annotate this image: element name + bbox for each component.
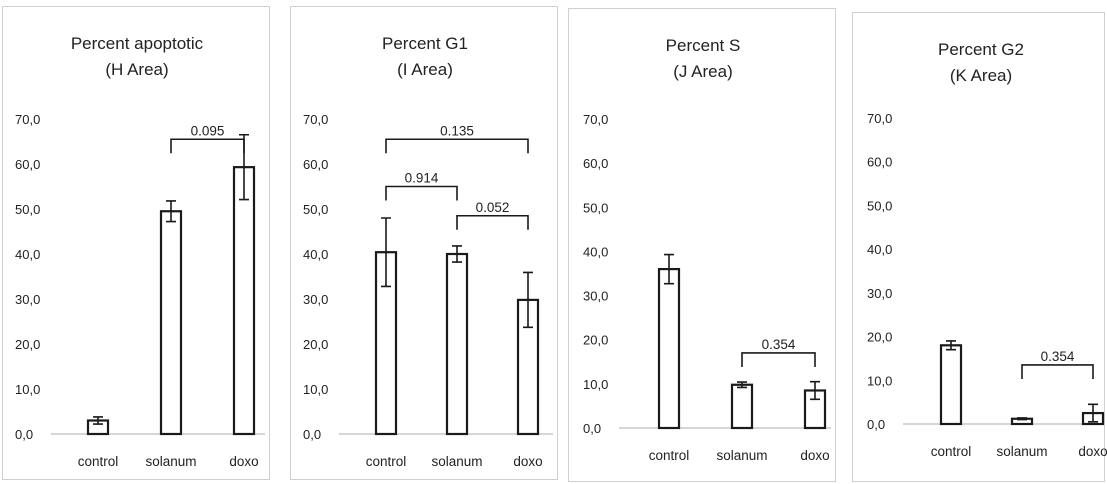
y-tick-label: 20,0 xyxy=(867,330,892,345)
y-tick-label: 10,0 xyxy=(303,382,328,397)
chart-title-line: Percent G2 xyxy=(938,40,1024,59)
category-label: control xyxy=(366,454,407,469)
p-value-label: 0.354 xyxy=(762,337,796,352)
y-tick-label: 20,0 xyxy=(15,337,40,352)
significance-bracket xyxy=(1021,364,1094,379)
error-bar xyxy=(1088,403,1098,423)
category-label: doxo xyxy=(513,454,542,469)
p-value-label: 0.914 xyxy=(405,171,439,186)
chart-title-line: (J Area) xyxy=(673,62,733,81)
category-label: control xyxy=(649,448,690,463)
chart-svg: Percent G1 (I Area) 0,0 10,0 20,0 30,0 40,0 50,… xyxy=(303,34,553,469)
chart-panel-g2: Percent G2 (K Area) 0,0 10,0 20,0 30,0 40,0 50,… xyxy=(852,12,1107,482)
error-bar xyxy=(166,200,176,223)
chart-panel-apoptotic: Percent apoptotic (H Area) 0,0 10,0 20,0 30,0… xyxy=(2,6,270,480)
category-label: solanum xyxy=(996,444,1047,459)
category-label: doxo xyxy=(1078,444,1107,459)
y-tick-label: 0,0 xyxy=(583,421,601,436)
p-value-label: 0.095 xyxy=(191,123,225,138)
error-bar xyxy=(523,271,533,329)
significance-bracket xyxy=(170,138,245,154)
y-tick-label: 50,0 xyxy=(303,202,328,217)
error-bar xyxy=(381,217,391,288)
significance-bracket xyxy=(741,352,816,367)
y-tick-label: 10,0 xyxy=(867,373,892,388)
category-label: control xyxy=(931,444,972,459)
y-tick-label: 10,0 xyxy=(583,377,608,392)
error-bar xyxy=(810,380,820,401)
y-tick-label: 10,0 xyxy=(15,382,40,397)
error-bar xyxy=(93,416,103,425)
chart-svg: Percent S (J Area) 0,0 10,0 20,0 30,0 40,0 50,0… xyxy=(583,36,831,463)
category-label: solanum xyxy=(431,454,482,469)
y-tick-label: 0,0 xyxy=(303,427,321,442)
error-bar xyxy=(1017,417,1027,421)
y-tick-label: 40,0 xyxy=(867,242,892,257)
bar xyxy=(939,344,963,426)
chart-title-line: (H Area) xyxy=(105,60,168,79)
y-tick-label: 60,0 xyxy=(583,156,608,171)
y-tick-label: 70,0 xyxy=(867,111,892,126)
y-tick-label: 50,0 xyxy=(867,198,892,213)
chart-title-line: Percent S xyxy=(666,36,741,55)
y-tick-label: 30,0 xyxy=(867,286,892,301)
y-tick-label: 20,0 xyxy=(303,337,328,352)
chart-title-line: (K Area) xyxy=(950,66,1012,85)
category-label: solanum xyxy=(716,448,767,463)
bar xyxy=(730,383,754,430)
y-tick-label: 70,0 xyxy=(583,112,608,127)
y-tick-label: 30,0 xyxy=(303,292,328,307)
chart-panel-s: Percent S (J Area) 0,0 10,0 20,0 30,0 40,0 50,0… xyxy=(568,8,836,482)
category-label: control xyxy=(78,454,119,469)
y-tick-label: 30,0 xyxy=(583,289,608,304)
y-tick-label: 60,0 xyxy=(867,155,892,170)
significance-bracket xyxy=(456,214,529,230)
chart-title-line: Percent apoptotic xyxy=(71,34,204,53)
y-tick-label: 60,0 xyxy=(303,157,328,172)
category-label: doxo xyxy=(229,454,258,469)
y-tick-label: 40,0 xyxy=(15,247,40,262)
error-bar xyxy=(946,340,956,351)
bar xyxy=(232,166,256,436)
p-value-label: 0.135 xyxy=(440,123,474,138)
y-tick-label: 20,0 xyxy=(583,333,608,348)
p-value-label: 0.052 xyxy=(476,200,510,215)
significance-bracket xyxy=(385,185,458,201)
chart-panel-g1: Percent G1 (I Area) 0,0 10,0 20,0 30,0 40,0 50,… xyxy=(290,6,558,480)
y-tick-label: 40,0 xyxy=(303,247,328,262)
chart-svg: Percent G2 (K Area) 0,0 10,0 20,0 30,0 40,0 50,… xyxy=(867,40,1107,459)
y-tick-label: 70,0 xyxy=(15,112,40,127)
y-tick-label: 50,0 xyxy=(15,202,40,217)
y-tick-label: 70,0 xyxy=(303,112,328,127)
error-bar xyxy=(664,253,674,285)
chart-svg: Percent apoptotic (H Area) 0,0 10,0 20,0 30,0… xyxy=(15,34,265,469)
significance-bracket xyxy=(385,138,529,154)
bar xyxy=(445,252,469,436)
bar xyxy=(657,267,681,430)
y-tick-label: 0,0 xyxy=(867,417,885,432)
y-tick-label: 0,0 xyxy=(15,427,33,442)
p-value-label: 0.354 xyxy=(1041,349,1075,364)
error-bar xyxy=(452,245,462,263)
error-bar xyxy=(737,381,747,389)
category-label: solanum xyxy=(145,454,196,469)
bar xyxy=(159,210,183,436)
y-tick-label: 50,0 xyxy=(583,200,608,215)
y-tick-label: 40,0 xyxy=(583,244,608,259)
chart-title-line: (I Area) xyxy=(397,60,453,79)
category-label: doxo xyxy=(800,448,829,463)
y-tick-label: 30,0 xyxy=(15,292,40,307)
y-tick-label: 60,0 xyxy=(15,157,40,172)
chart-title-line: Percent G1 xyxy=(382,34,468,53)
